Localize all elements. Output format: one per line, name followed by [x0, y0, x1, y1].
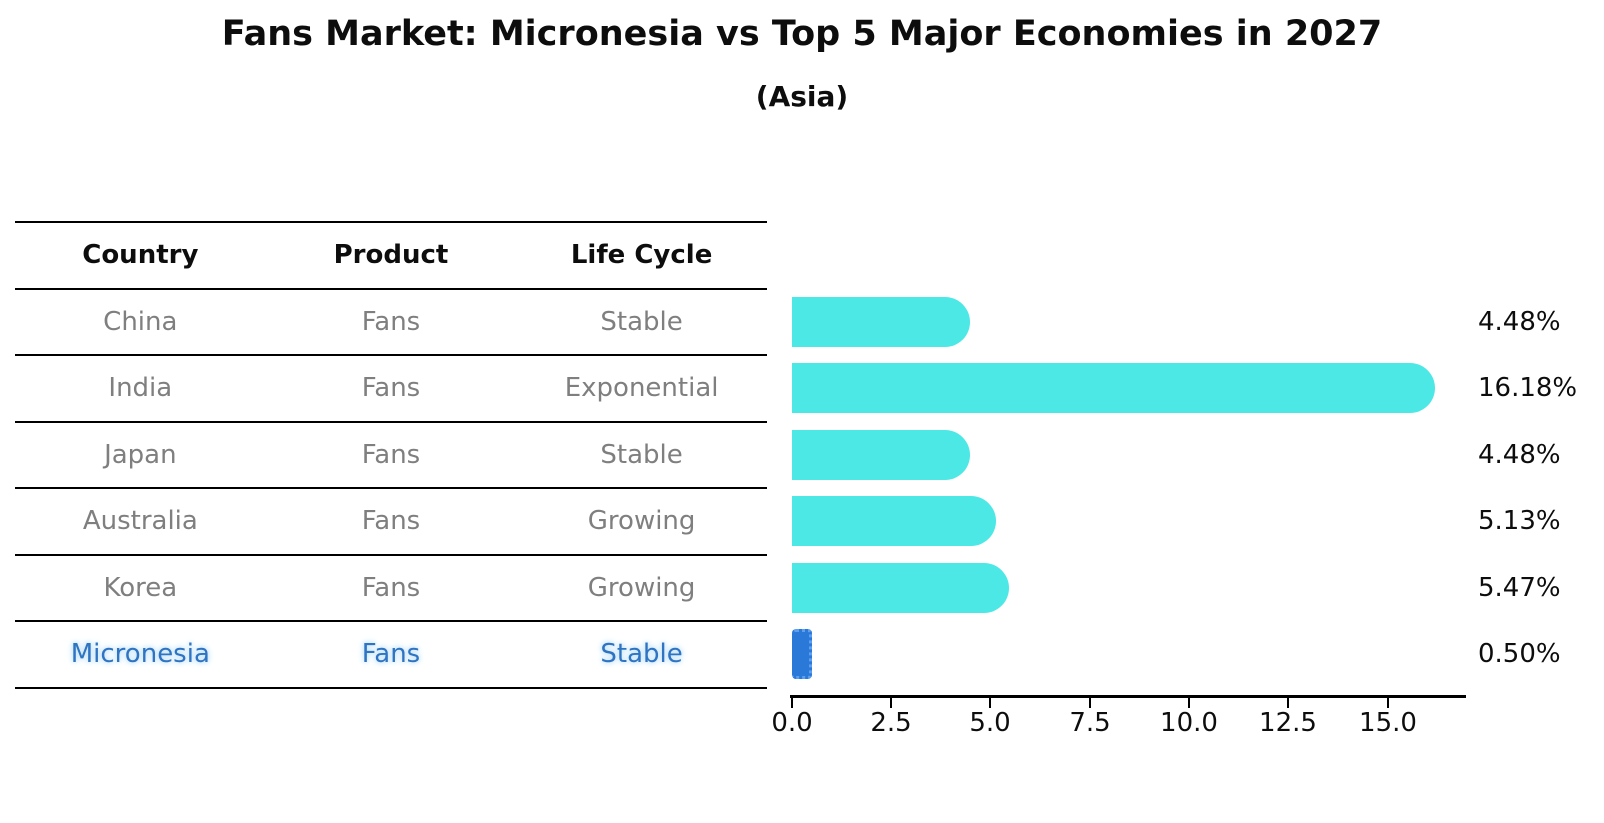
cell-country: Japan: [104, 440, 177, 470]
chart-title: Fans Market: Micronesia vs Top 5 Major E…: [221, 14, 1383, 54]
x-axis-tick-label: 10.0: [1160, 708, 1218, 738]
x-axis-tick: [989, 698, 991, 708]
x-axis-tick-label: 12.5: [1259, 708, 1317, 738]
cell-product: Fans: [361, 573, 421, 603]
x-axis-spine: [790, 695, 1466, 698]
column-header-product: Product: [333, 240, 449, 270]
x-axis-tick-label: 2.5: [870, 708, 912, 738]
column-header-life-cycle: Life Cycle: [570, 240, 713, 270]
bar-china: [792, 297, 970, 347]
x-axis-tick: [1188, 698, 1190, 708]
cell-country: Korea: [103, 573, 178, 603]
bar-india: [792, 363, 1435, 413]
cell-country: China: [103, 307, 178, 337]
table-rule: [15, 487, 767, 489]
cell-life-cycle: Exponential: [564, 373, 719, 403]
cell-country: Australia: [82, 506, 198, 536]
x-axis-tick: [1387, 698, 1389, 708]
x-axis-tick-label: 7.5: [1069, 708, 1111, 738]
cell-life-cycle: Growing: [587, 506, 696, 536]
table-row: China Fans Stable: [15, 289, 767, 355]
cell-product: Fans: [361, 440, 421, 470]
bar-australia: [792, 496, 996, 546]
table-header-row: Country Product Life Cycle: [15, 222, 767, 288]
bar-korea: [792, 563, 1009, 613]
x-axis-tick: [1287, 698, 1289, 708]
bar-value-label: 5.47%: [1478, 573, 1561, 603]
cell-product: Fans: [361, 373, 421, 403]
cell-country: India: [108, 373, 173, 403]
x-axis-tick-label: 15.0: [1359, 708, 1417, 738]
cell-product: Fans: [361, 307, 421, 337]
bar-japan: [792, 430, 970, 480]
table-row: India Fans Exponential: [15, 355, 767, 421]
table-rule: [15, 554, 767, 556]
x-axis-tick-label: 5.0: [969, 708, 1011, 738]
table-rule: [15, 221, 767, 223]
bar-value-label: 5.13%: [1478, 506, 1561, 536]
bar-value-label: 16.18%: [1478, 373, 1578, 403]
cell-life-cycle: Stable: [600, 307, 683, 337]
chart-subtitle: (Asia): [755, 80, 849, 113]
table-row: Korea Fans Growing: [15, 555, 767, 621]
x-axis-tick: [791, 698, 793, 708]
cell-product: Fans: [361, 639, 421, 669]
bar-value-label: 4.48%: [1478, 307, 1561, 337]
bar-value-label: 4.48%: [1478, 440, 1561, 470]
column-header-country: Country: [82, 240, 199, 270]
x-axis-tick: [1089, 698, 1091, 708]
cell-life-cycle: Growing: [587, 573, 696, 603]
table-rule: [15, 421, 767, 423]
table-rule: [15, 687, 767, 689]
cell-life-cycle: Stable: [600, 639, 683, 669]
cell-country: Micronesia: [70, 639, 210, 669]
cell-life-cycle: Stable: [600, 440, 683, 470]
table-row-highlighted: Micronesia Fans Stable: [15, 621, 767, 687]
table-row: Australia Fans Growing: [15, 488, 767, 554]
x-axis-tick-label: 0.0: [771, 708, 813, 738]
table-rule: [15, 620, 767, 622]
x-axis-tick: [890, 698, 892, 708]
table-rule: [15, 354, 767, 356]
table-rule: [15, 288, 767, 290]
table-row: Japan Fans Stable: [15, 422, 767, 488]
bar-micronesia: [792, 629, 812, 679]
cell-product: Fans: [361, 506, 421, 536]
bar-value-label: 0.50%: [1478, 639, 1561, 669]
